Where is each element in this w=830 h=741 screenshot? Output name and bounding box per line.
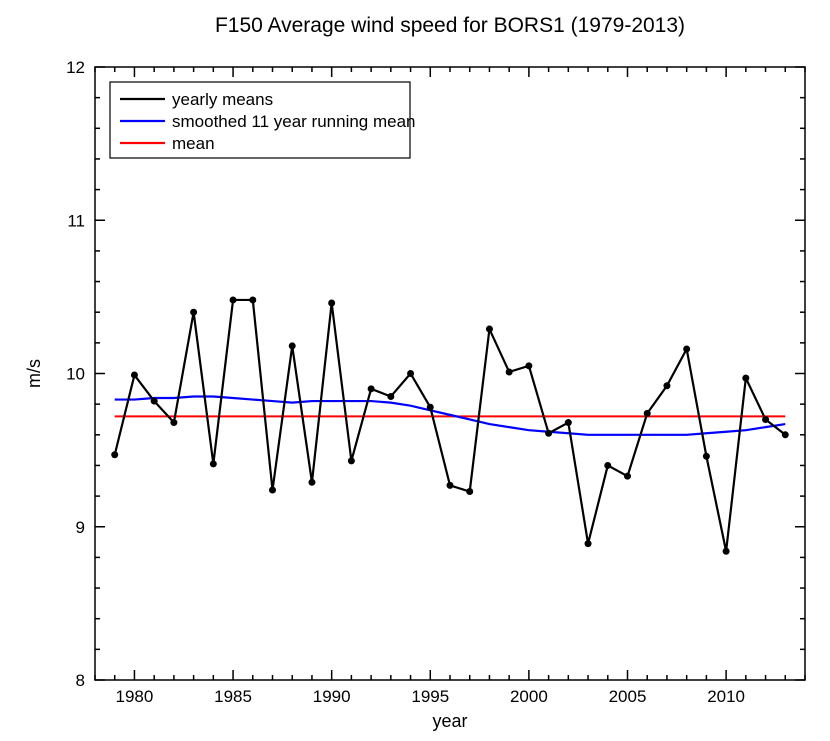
series-marker [506,368,513,375]
series-marker [151,398,158,405]
series-marker [190,309,197,316]
legend-label: yearly means [172,90,273,109]
series-marker [170,419,177,426]
x-tick-label: 1980 [116,687,154,706]
series-marker [782,431,789,438]
series-marker [762,416,769,423]
x-tick-label: 2000 [510,687,548,706]
series-marker [348,457,355,464]
series-marker [525,362,532,369]
series-marker [447,482,454,489]
series-marker [683,345,690,352]
series-marker [210,460,217,467]
series-marker [368,385,375,392]
x-tick-label: 2005 [609,687,647,706]
series-marker [663,382,670,389]
series-marker [111,451,118,458]
series-marker [486,326,493,333]
x-tick-label: 1985 [214,687,252,706]
series-marker [249,296,256,303]
legend-label: smoothed 11 year running mean [172,112,416,131]
y-tick-label: 8 [76,671,85,690]
series-marker [742,375,749,382]
x-tick-label: 1990 [313,687,351,706]
series-line [115,300,786,551]
y-tick-label: 10 [66,365,85,384]
series-marker [703,453,710,460]
series-marker [545,430,552,437]
y-axis-label: m/s [24,359,44,388]
series-marker [466,488,473,495]
chart-svg: F150 Average wind speed for BORS1 (1979-… [0,0,830,741]
series-marker [604,462,611,469]
y-tick-label: 11 [67,211,85,230]
y-tick-label: 9 [76,518,85,537]
series-marker [308,479,315,486]
series-marker [624,473,631,480]
x-axis-label: year [432,711,467,731]
series-marker [230,296,237,303]
chart-title: F150 Average wind speed for BORS1 (1979-… [215,14,685,37]
series-marker [565,419,572,426]
y-tick-label: 12 [66,58,85,77]
series-marker [407,370,414,377]
series-marker [387,393,394,400]
chart-container: F150 Average wind speed for BORS1 (1979-… [0,0,830,741]
x-tick-label: 1995 [411,687,449,706]
series-marker [269,486,276,493]
x-tick-label: 2010 [707,687,745,706]
series-marker [328,300,335,307]
series-marker [723,548,730,555]
series-marker [131,372,138,379]
series-marker [289,342,296,349]
series-marker [427,404,434,411]
legend-label: mean [172,134,215,153]
series-marker [585,540,592,547]
series-marker [644,410,651,417]
